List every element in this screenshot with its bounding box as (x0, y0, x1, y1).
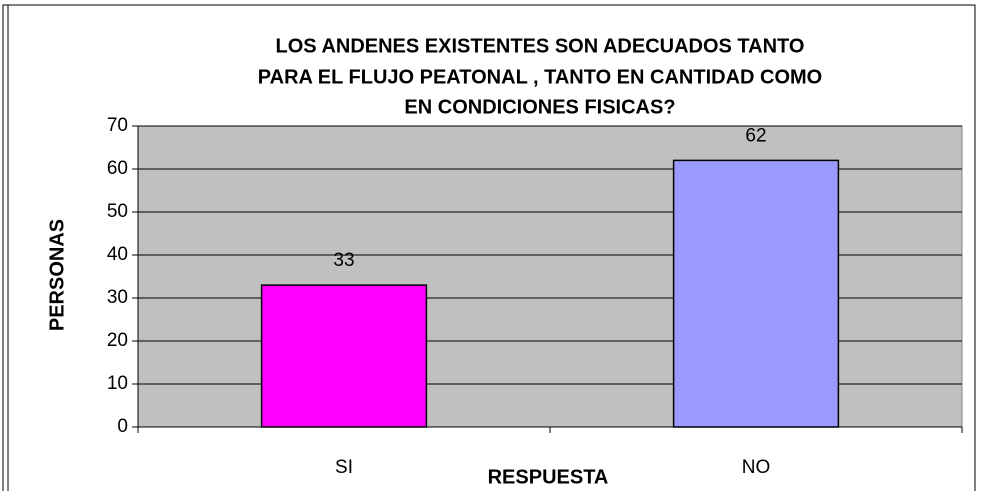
y-tick-label: 0 (117, 416, 128, 437)
x-axis-label: RESPUESTA (488, 466, 609, 488)
data-label: 62 (745, 125, 766, 146)
y-tick-label: 70 (107, 115, 128, 136)
y-tick-label: 50 (107, 201, 128, 222)
x-tick-label: SI (335, 457, 353, 478)
y-tick-label: 10 (107, 373, 128, 394)
y-tick-label: 20 (107, 330, 128, 351)
y-tick-label: 60 (107, 158, 128, 179)
bar (260, 284, 428, 428)
y-axis-label: PERSONAS (46, 219, 68, 331)
x-tick-label: NO (742, 457, 771, 478)
bar (672, 159, 840, 428)
y-tick-label: 30 (107, 287, 128, 308)
chart-title: PARA EL FLUJO PEATONAL , TANTO EN CANTID… (258, 66, 822, 88)
data-label: 33 (333, 250, 354, 271)
chart-title: LOS ANDENES EXISTENTES SON ADECUADOS TAN… (276, 35, 805, 57)
y-tick-label: 40 (107, 244, 128, 265)
chart-title: EN CONDICIONES FISICAS? (404, 96, 675, 118)
